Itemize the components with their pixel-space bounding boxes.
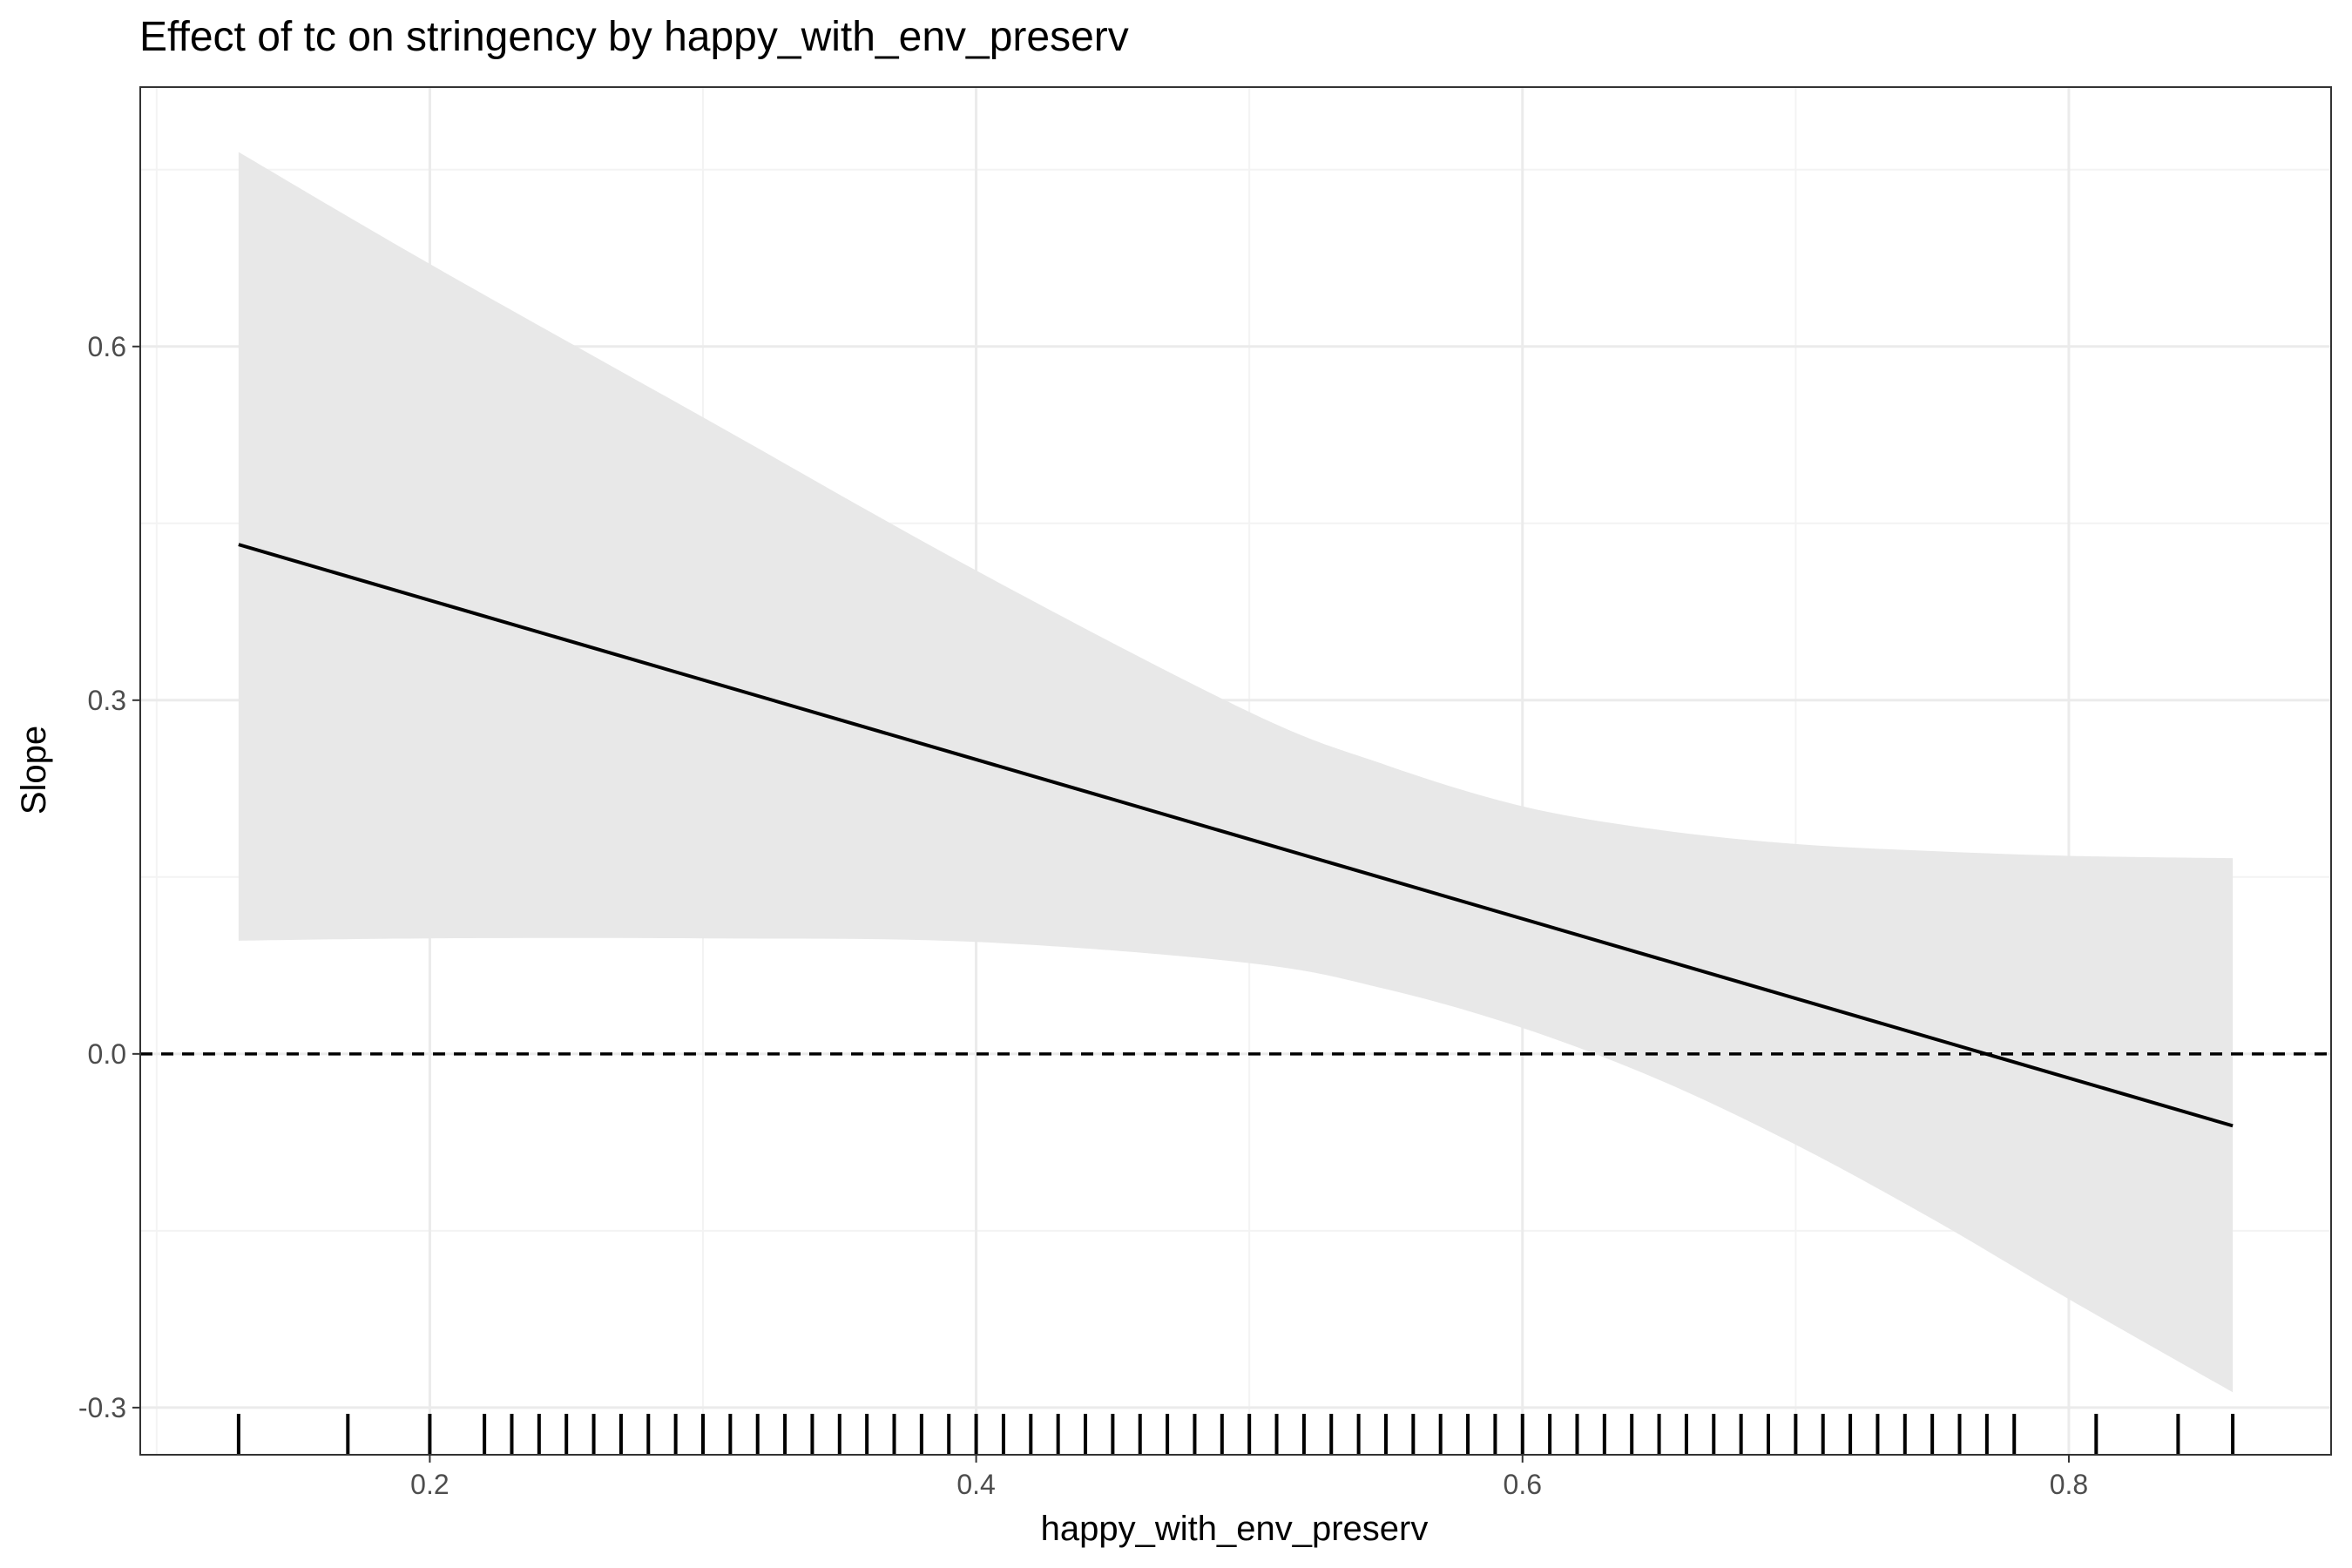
x-tick-label: 0.8 bbox=[2050, 1469, 2088, 1500]
confidence-band-layer bbox=[238, 152, 2234, 1393]
rug-layer bbox=[236, 1414, 2235, 1455]
x-tick-label: 0.6 bbox=[1504, 1469, 1542, 1500]
panel-border bbox=[139, 86, 2332, 1456]
y-tick-label: -0.3 bbox=[78, 1392, 126, 1423]
y-tick-label: 0.3 bbox=[88, 685, 126, 716]
y-tick-label: 0.6 bbox=[88, 331, 126, 362]
x-tick-label: 0.2 bbox=[410, 1469, 449, 1500]
chart-title: Effect of tc on stringency by happy_with… bbox=[139, 14, 1129, 60]
x-axis: 0.2 0.4 0.6 0.8 bbox=[410, 1455, 2088, 1500]
y-axis: -0.3 0.0 0.3 0.6 bbox=[78, 331, 140, 1423]
slope-line-layer bbox=[238, 543, 2234, 1128]
y-tick-label: 0.0 bbox=[88, 1038, 126, 1070]
y-axis-title: Slope bbox=[15, 726, 53, 814]
slope-line bbox=[238, 543, 2234, 1128]
x-tick-label: 0.4 bbox=[956, 1469, 995, 1500]
x-axis-title: happy_with_env_preserv bbox=[1041, 1510, 1429, 1548]
confidence-band bbox=[238, 152, 2234, 1393]
